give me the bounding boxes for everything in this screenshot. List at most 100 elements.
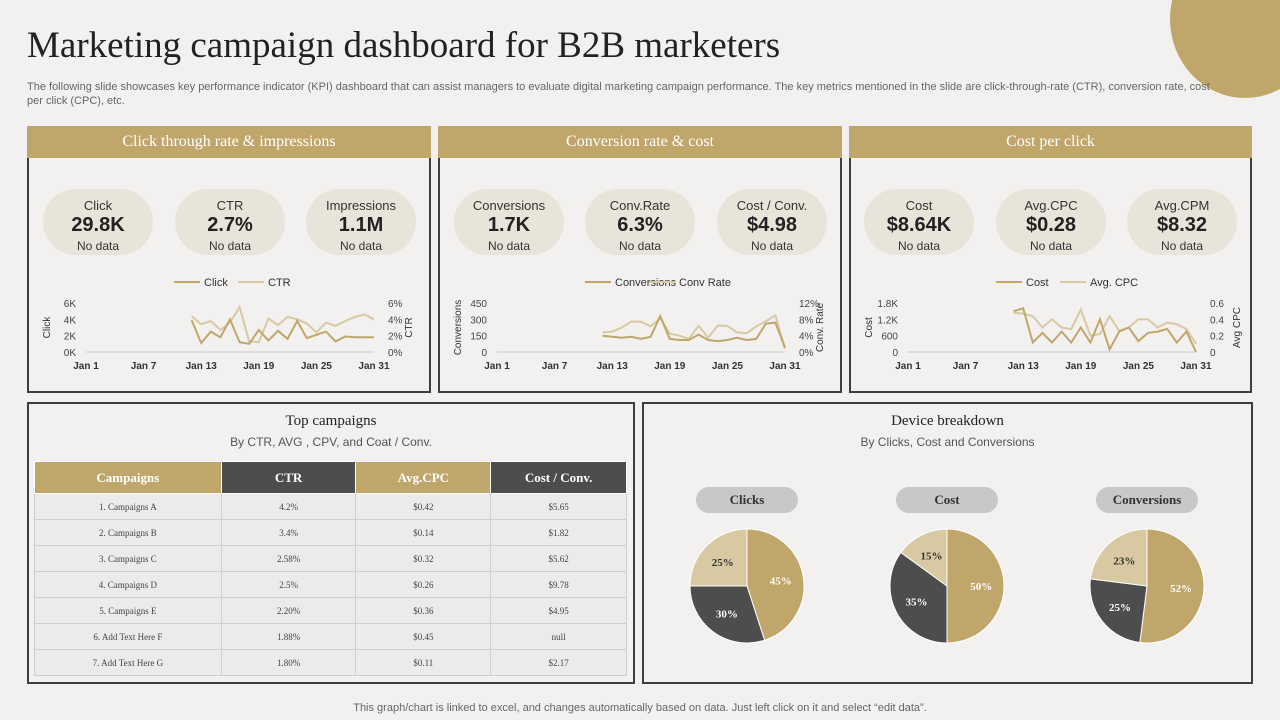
device-breakdown-subtitle: By Clicks, Cost and Conversions xyxy=(860,435,1035,449)
pie-slice-label: 25% xyxy=(1109,602,1131,614)
table-row: 5. Campaigns E 2.20% $0.36 $4.95 xyxy=(34,597,627,624)
y2-axis-label: Conv. Rate xyxy=(815,302,826,352)
x-tick-label: Jan 31 xyxy=(1180,361,1212,372)
table-cell: $0.26 xyxy=(355,571,492,598)
series-line-ctr xyxy=(190,304,375,344)
legend-label: Click xyxy=(204,277,228,289)
x-tick-label: Jan 19 xyxy=(654,361,686,372)
page-subtitle: The following slide showcases key perfor… xyxy=(27,81,1210,107)
table-cell: $0.11 xyxy=(355,649,492,676)
table-cell: 2. Campaigns B xyxy=(34,519,222,546)
pie-slice xyxy=(1089,578,1148,644)
pie-slice xyxy=(746,528,805,641)
panel-conversion xyxy=(438,126,842,393)
col-ctr: CTR xyxy=(220,461,357,494)
x-tick-label: Jan 31 xyxy=(769,361,801,372)
kpi-label: CTR xyxy=(216,198,244,213)
x-tick-label: Jan 19 xyxy=(243,361,275,372)
x-tick-label: Jan 13 xyxy=(1008,361,1040,372)
kpi-label: Avg.CPC xyxy=(1024,198,1078,213)
pie-slice-label: 45% xyxy=(770,576,792,588)
pie-slice-label: 23% xyxy=(1113,555,1135,567)
y-tick-label: 2K xyxy=(64,332,77,343)
table-cell: $5.62 xyxy=(490,545,627,572)
table-cell: 5. Campaigns E xyxy=(34,597,222,624)
table-cell: $0.32 xyxy=(355,545,492,572)
y2-tick-label: 4% xyxy=(388,315,403,326)
y-axis-label: Click xyxy=(42,316,53,339)
kpi-label: Cost / Conv. xyxy=(736,198,808,213)
kpi-value: 1.7K xyxy=(487,214,531,236)
kpi-note: No data xyxy=(750,239,794,253)
table-cell: 1.88% xyxy=(220,623,357,650)
table-row: 7. Add Text Here G 1.80% $0.11 $2.17 xyxy=(34,649,627,676)
table-cell: $0.14 xyxy=(355,519,492,546)
x-tick-label: Jan 13 xyxy=(186,361,218,372)
kpi-label: Conv.Rate xyxy=(609,198,671,213)
line-chart-conversions: Conversions Conv Rate450300150012%8%4%0%C… xyxy=(453,277,826,372)
kpi-note: No data xyxy=(618,239,662,253)
pie-chart-conversions: 52% 25% 23% xyxy=(1089,528,1205,644)
table-cell: $5.65 xyxy=(490,493,627,520)
top-campaigns-subtitle: By CTR, AVG , CPV, and Coat / Conv. xyxy=(230,435,432,449)
table-cell: 7. Add Text Here G xyxy=(34,649,222,676)
table-cell: $0.36 xyxy=(355,597,492,624)
y-tick-label: 0 xyxy=(481,348,487,359)
panel-header-ctr: Click through rate & impressions xyxy=(27,126,431,158)
table-cell: $9.78 xyxy=(490,571,627,598)
kpi-note: No data xyxy=(1160,239,1204,253)
y-tick-label: 4K xyxy=(64,315,77,326)
x-tick-label: Jan 25 xyxy=(301,361,333,372)
kpi-value: 29.8K xyxy=(71,214,125,236)
series-line-cost xyxy=(1013,307,1197,353)
y-tick-label: 150 xyxy=(470,332,487,343)
x-tick-label: Jan 7 xyxy=(542,361,568,372)
x-tick-label: Jan 25 xyxy=(1123,361,1155,372)
kpi-cost: Cost $8.64K No data xyxy=(864,189,974,255)
table-row: 3. Campaigns C 2.58% $0.32 $5.62 xyxy=(34,545,627,572)
series-line-conv-rate xyxy=(602,313,786,349)
series-line-avg-cpc xyxy=(1013,306,1197,345)
col-avg-cpc: Avg.CPC xyxy=(355,461,492,494)
table-cell: null xyxy=(490,623,627,650)
kpi-label: Conversions xyxy=(472,198,546,213)
kpi-label: Avg.CPM xyxy=(1154,198,1210,213)
kpi-note: No data xyxy=(76,239,120,253)
kpi-value: $0.28 xyxy=(1025,214,1077,236)
pie-chart-cost: 50% 35% 15% xyxy=(889,528,1005,644)
pie-slice xyxy=(946,528,1005,644)
table-row: 2. Campaigns B 3.4% $0.14 $1.82 xyxy=(34,519,627,546)
x-tick-label: Jan 7 xyxy=(131,361,157,372)
table-cell: 4. Campaigns D xyxy=(34,571,222,598)
x-tick-label: Jan 19 xyxy=(1065,361,1097,372)
pie-label-cost: Cost xyxy=(896,487,998,513)
pie-slice-label: 35% xyxy=(906,597,928,609)
y2-tick-label: 0% xyxy=(388,348,403,359)
table-cell: $0.45 xyxy=(355,623,492,650)
table-row: 4. Campaigns D 2.5% $0.26 $9.78 xyxy=(34,571,627,598)
pie-slice xyxy=(689,585,766,644)
y2-tick-label: 2% xyxy=(388,332,403,343)
table-cell: 1.80% xyxy=(220,649,357,676)
kpi-impressions: Impressions 1.1M No data xyxy=(306,189,416,255)
table-cell: 1. Campaigns A xyxy=(34,493,222,520)
y-tick-label: 1.8K xyxy=(877,299,898,310)
panel-header-cpc: Cost per click xyxy=(849,126,1252,158)
kpi-value: $8.32 xyxy=(1156,214,1208,236)
y-tick-label: 0K xyxy=(64,348,77,359)
table-cell: 2.5% xyxy=(220,571,357,598)
y2-axis-label: CTR xyxy=(404,317,415,338)
panel-header-conversion: Conversion rate & cost xyxy=(438,126,842,158)
table-cell: 4.2% xyxy=(220,493,357,520)
panel-ctr-impressions xyxy=(27,126,431,393)
pie-label-conversions: Conversions xyxy=(1096,487,1198,513)
panel-cost-per-click xyxy=(849,126,1252,393)
kpi-note: No data xyxy=(208,239,252,253)
y2-tick-label: 0 xyxy=(1210,348,1216,359)
x-tick-label: Jan 31 xyxy=(358,361,390,372)
pie-slice xyxy=(900,528,948,587)
table-cell: $0.42 xyxy=(355,493,492,520)
col-campaigns: Campaigns xyxy=(34,461,222,494)
legend-label: Conversions xyxy=(615,277,677,289)
